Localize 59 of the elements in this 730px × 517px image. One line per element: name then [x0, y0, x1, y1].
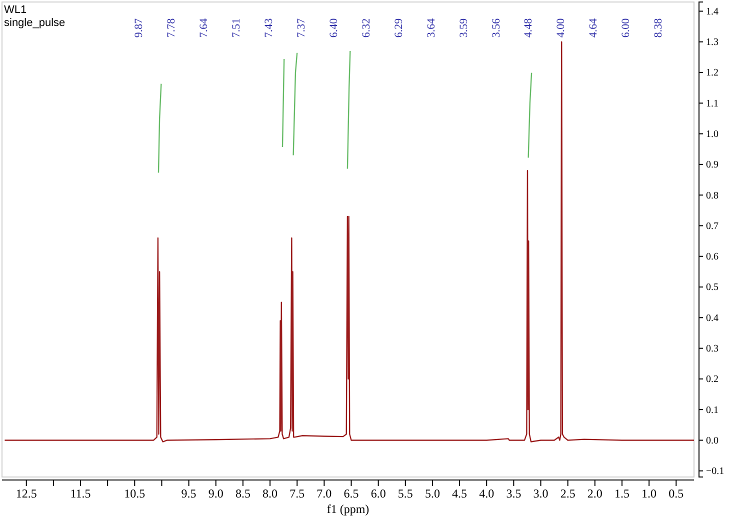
- y-tick-label: 0.0: [706, 435, 718, 446]
- annotation: 6.32: [360, 18, 372, 38]
- annotation: 6.40: [328, 18, 340, 38]
- x-tick-label: 4.5: [452, 486, 468, 501]
- annotation: 7.78: [166, 18, 178, 38]
- x-axis-title: f1 (ppm): [326, 502, 370, 516]
- y-tick-label: 1.2: [706, 68, 718, 79]
- annotation: 3.56: [490, 18, 502, 38]
- annotation: 6.29: [392, 18, 405, 38]
- x-tick-label: 11.5: [70, 486, 91, 501]
- annotation: 7.51: [230, 18, 242, 38]
- annotation: 8.38: [652, 18, 665, 38]
- y-tick-label: 0.6: [706, 252, 718, 263]
- y-tick-label: 1.4: [706, 6, 718, 18]
- x-tick-label: 10.5: [124, 486, 146, 501]
- annotation: 4.00: [555, 18, 568, 38]
- x-tick-label: 3.5: [506, 486, 522, 501]
- x-tick-label: 0.5: [668, 486, 684, 501]
- y-tick-label: 0.4: [706, 312, 718, 324]
- annotation: 6.00: [620, 18, 632, 38]
- x-tick-label: 1.5: [614, 486, 630, 501]
- x-tick-label: 8.5: [235, 486, 250, 501]
- y-tick-label: 1.1: [706, 98, 718, 110]
- x-tick-label: 2.0: [587, 486, 602, 501]
- x-tick-label: 12.5: [16, 486, 37, 501]
- x-tick-label: 7.0: [316, 486, 332, 501]
- y-tick-label: 0.3: [706, 343, 718, 354]
- y-tick-label: 0.5: [706, 282, 718, 294]
- x-tick-label: 9.0: [208, 486, 224, 501]
- y-tick-label: 1.3: [706, 37, 718, 48]
- y-tick-label: 0.7: [706, 220, 718, 232]
- annotation: 4.64: [588, 18, 600, 38]
- y-tick-label: −0.1: [706, 466, 724, 478]
- x-tick-label: 8.0: [262, 486, 278, 501]
- y-tick-label: 0.2: [706, 374, 718, 386]
- chart-title: WL1: [4, 4, 27, 16]
- y-tick-label: 0.9: [706, 160, 718, 171]
- x-tick-label: 3.0: [533, 486, 548, 501]
- x-tick-label: 6.5: [344, 486, 359, 501]
- line-series: [4, 41, 695, 442]
- annotation: 7.64: [198, 18, 210, 38]
- x-tick-label: 5.0: [424, 486, 440, 501]
- y-tick-label: 0.8: [706, 190, 718, 202]
- y-tick-label: 1.0: [706, 128, 718, 140]
- x-tick-label: 4.0: [479, 486, 494, 501]
- annotation: 3.59: [458, 18, 470, 38]
- y-tick-label: 0.1: [706, 404, 718, 416]
- annotation: 4.48: [522, 18, 535, 38]
- annotation: 7.37: [295, 18, 308, 38]
- annotation: 3.64: [425, 18, 438, 38]
- annotation: 9.87: [133, 18, 146, 38]
- annotation: 7.43: [262, 18, 275, 38]
- text: single_pulse: [4, 17, 66, 29]
- x-tick-label: 7.5: [290, 486, 305, 501]
- x-tick-label: 9.5: [181, 486, 196, 501]
- x-tick-label: 6.0: [370, 486, 386, 501]
- x-tick-label: 2.5: [560, 486, 576, 501]
- x-tick-label: 1.0: [642, 486, 657, 501]
- x-tick-label: 5.5: [398, 486, 413, 501]
